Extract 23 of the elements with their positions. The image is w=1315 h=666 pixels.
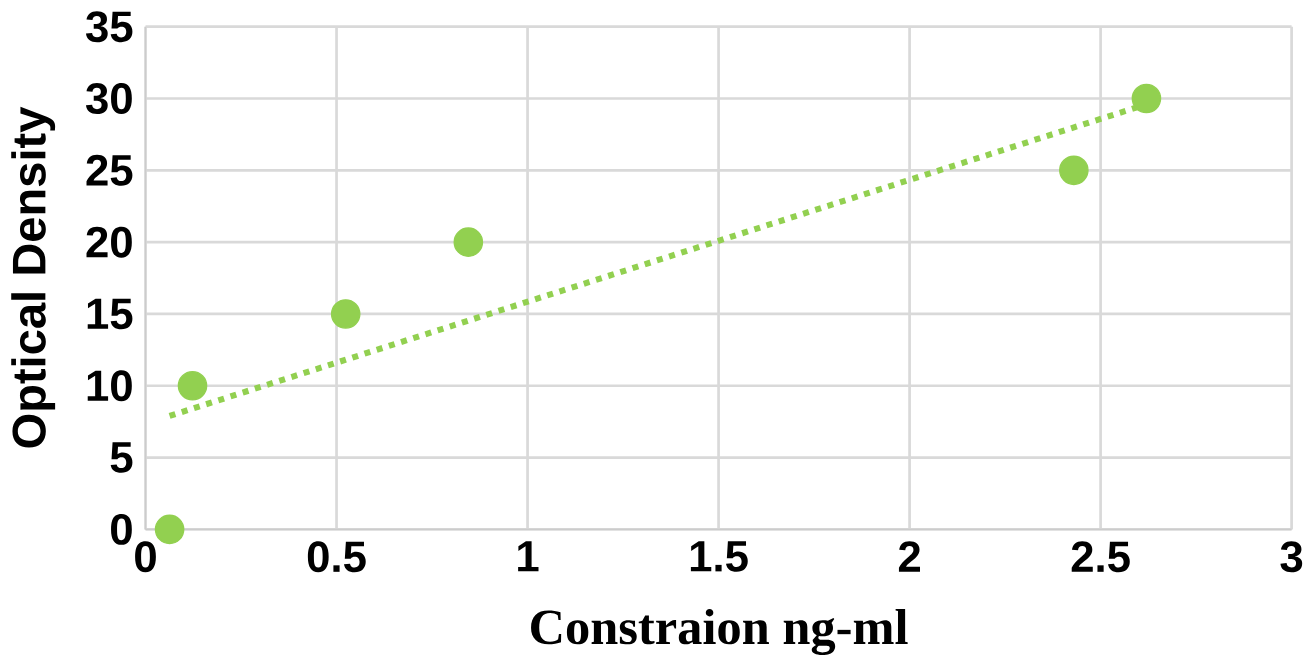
y-tick-label: 5 [110, 442, 133, 473]
x-tick-label: 1 [518, 541, 539, 572]
y-tick-label: 15 [87, 298, 133, 330]
y-tick-label: 25 [86, 154, 133, 186]
y-tick-label: 20 [86, 226, 132, 258]
y-tick-label: 10 [87, 370, 132, 402]
y-tick-label: 35 [85, 11, 133, 43]
point [154, 514, 185, 545]
x-axis-title: Constraion ng-ml [531, 608, 908, 655]
point [330, 299, 361, 329]
x-tick-label: 1.5 [690, 541, 748, 572]
point [453, 227, 484, 257]
point [1131, 83, 1162, 114]
x-tick-label: 0.5 [307, 541, 366, 573]
point [177, 370, 208, 401]
x-tick-label: 2 [898, 541, 920, 572]
point [1059, 155, 1089, 186]
x-tick-label: 3 [1280, 541, 1303, 573]
y-axis-title: Optical Density [11, 106, 56, 448]
x-tick-label: 2.5 [1071, 541, 1130, 573]
y-tick-label: 30 [85, 82, 132, 114]
x-tick-label: 0 [135, 541, 156, 573]
y-tick-label: 0 [111, 513, 132, 545]
